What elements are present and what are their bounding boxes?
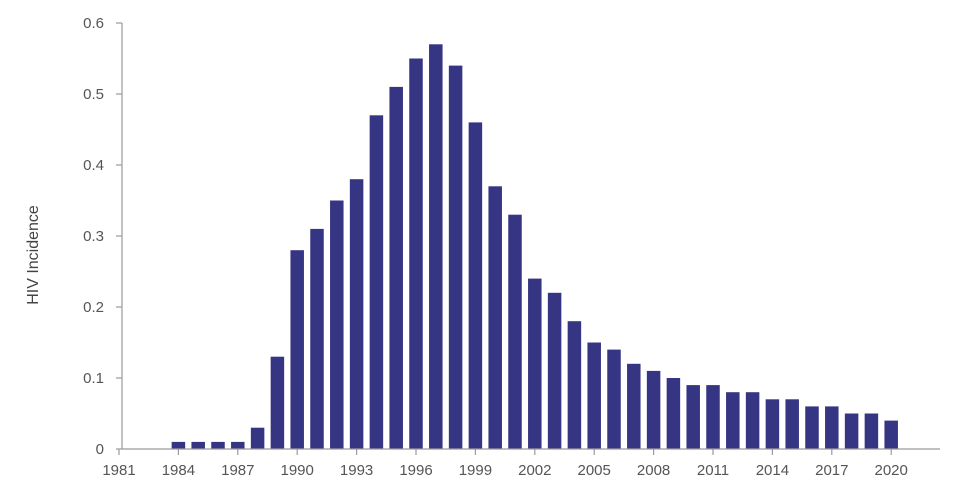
y-tick-label: 0.4 bbox=[83, 157, 104, 174]
bar-1989 bbox=[270, 356, 285, 449]
bar-2007 bbox=[627, 363, 641, 449]
bar-2019 bbox=[864, 413, 879, 449]
bar-2001 bbox=[508, 214, 522, 449]
x-tick-label: 2017 bbox=[815, 462, 848, 479]
bar-2002 bbox=[528, 278, 542, 449]
y-tick-label: 0.5 bbox=[83, 86, 104, 103]
axes bbox=[121, 23, 940, 450]
bar-1997 bbox=[429, 44, 443, 450]
y-axis-ticks: 0 0.1 0.2 0.3 0.4 0.5 0.6 bbox=[83, 15, 122, 458]
y-tick-label: 0.3 bbox=[83, 228, 104, 245]
x-tick-label: 1993 bbox=[340, 462, 373, 479]
bar-2003 bbox=[547, 292, 562, 449]
y-tick-label: 0 bbox=[96, 441, 104, 458]
bar-2005 bbox=[587, 342, 601, 449]
bar-1991 bbox=[310, 228, 324, 449]
bar-1998 bbox=[448, 65, 463, 449]
x-tick-label: 1987 bbox=[221, 462, 254, 479]
x-tick-label: 2011 bbox=[697, 462, 729, 479]
y-tick-label: 0.1 bbox=[83, 370, 104, 387]
x-tick-label: 1996 bbox=[399, 462, 432, 479]
bar-1986 bbox=[211, 441, 225, 449]
bar-1996 bbox=[409, 58, 423, 449]
bar-2015 bbox=[785, 399, 799, 449]
bar-2010 bbox=[686, 385, 700, 449]
bar-1999 bbox=[468, 122, 483, 450]
bar-2011 bbox=[706, 385, 720, 449]
bar-1987 bbox=[231, 441, 245, 449]
bar-series bbox=[171, 44, 898, 450]
bar-1993 bbox=[349, 179, 364, 449]
bar-1992 bbox=[330, 200, 344, 449]
x-tick-label: 1990 bbox=[281, 462, 314, 479]
bar-1984 bbox=[171, 441, 186, 449]
bar-2016 bbox=[805, 406, 819, 449]
bar-2013 bbox=[745, 392, 760, 449]
bar-2017 bbox=[825, 406, 839, 449]
y-tick-label: 0.6 bbox=[83, 15, 104, 32]
bar-2004 bbox=[567, 321, 582, 449]
bar-2020 bbox=[884, 420, 898, 449]
x-tick-label: 1981 bbox=[102, 462, 135, 479]
bar-2018 bbox=[844, 413, 859, 449]
bar-2012 bbox=[726, 392, 740, 449]
bar-2009 bbox=[666, 378, 681, 449]
x-tick-label: 2014 bbox=[756, 462, 789, 479]
bar-2000 bbox=[488, 186, 502, 450]
x-tick-label: 1999 bbox=[459, 462, 492, 479]
x-tick-label: 2005 bbox=[578, 462, 611, 479]
x-tick-label: 1984 bbox=[162, 462, 195, 479]
bar-2006 bbox=[607, 349, 621, 449]
y-tick-label: 0.2 bbox=[83, 299, 104, 316]
bar-1995 bbox=[389, 86, 403, 450]
bar-1985 bbox=[191, 441, 205, 449]
x-axis-ticks: 1981 1984 1987 1990 1993 1996 1999 2002 2005 2008… bbox=[102, 449, 908, 479]
x-tick-label: 2008 bbox=[637, 462, 670, 479]
x-tick-label: 2002 bbox=[518, 462, 551, 479]
y-axis-title: HIV Incidence bbox=[25, 205, 42, 305]
bar-1988 bbox=[250, 427, 265, 449]
bar-2014 bbox=[765, 399, 780, 449]
x-tick-label: 2020 bbox=[875, 462, 908, 479]
bar-1990 bbox=[290, 250, 304, 449]
bar-1994 bbox=[369, 115, 384, 450]
bar-2008 bbox=[646, 370, 661, 449]
